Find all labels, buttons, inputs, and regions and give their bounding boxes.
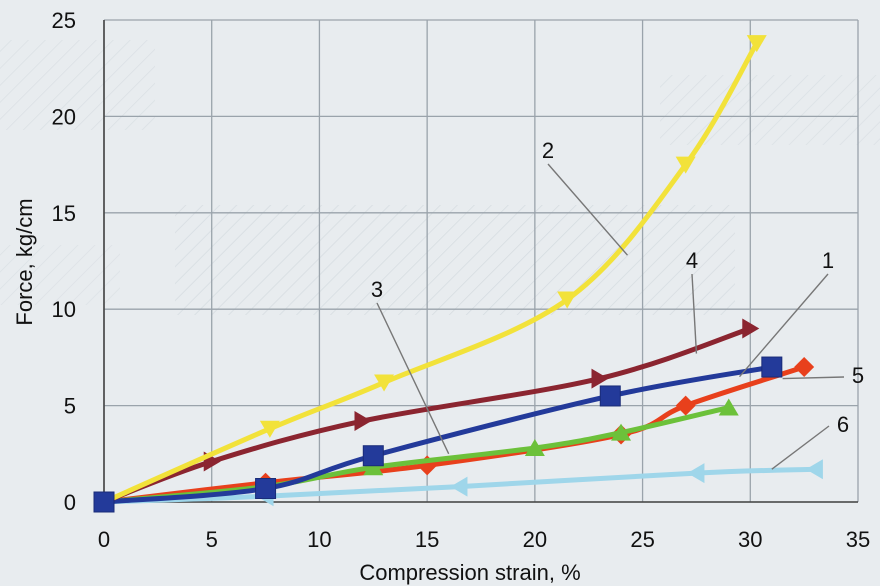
leader-line-2 xyxy=(547,163,629,256)
curve-label-text-5: 5 xyxy=(852,363,864,388)
data-point-5 xyxy=(718,398,739,416)
y-tick-label: 10 xyxy=(52,297,76,322)
series-4 xyxy=(101,318,760,505)
curve-label-1: 1 xyxy=(738,248,834,378)
origin-marker xyxy=(93,491,115,513)
leader-line-1 xyxy=(738,273,829,378)
x-tick-label: 30 xyxy=(738,527,762,552)
curve-label-text-6: 6 xyxy=(837,412,849,437)
data-point-2 xyxy=(374,374,395,392)
x-tick-label: 25 xyxy=(630,527,654,552)
x-tick-label: 5 xyxy=(206,527,218,552)
data-point-1 xyxy=(599,385,621,407)
series-layer xyxy=(93,35,823,513)
series-2 xyxy=(101,35,767,505)
series-1 xyxy=(101,356,783,505)
x-tick-label: 15 xyxy=(415,527,439,552)
x-tick-label: 10 xyxy=(307,527,331,552)
data-point-6 xyxy=(805,459,823,480)
curve-label-3: 3 xyxy=(371,277,450,455)
leader-line-4 xyxy=(691,273,698,354)
data-point-5 xyxy=(611,423,632,441)
faint-drawing xyxy=(175,205,735,315)
y-tick-label: 20 xyxy=(52,104,76,129)
data-point-2 xyxy=(675,156,696,174)
curve-label-6: 6 xyxy=(771,412,849,470)
y-axis-title: Force, kg/cm xyxy=(12,198,37,325)
x-axis-title: Compression strain, % xyxy=(359,560,580,585)
data-point-4 xyxy=(354,411,372,432)
y-tick-label: 5 xyxy=(64,394,76,419)
data-point-2 xyxy=(557,291,578,309)
curve-labels: 2 4 1 3 56 xyxy=(371,138,864,470)
data-point-1 xyxy=(761,356,783,378)
data-point-5 xyxy=(524,439,545,457)
data-point-2 xyxy=(259,420,280,438)
curve-label-text-4: 4 xyxy=(686,248,698,273)
curve-label-text-3: 3 xyxy=(371,277,383,302)
data-point-6 xyxy=(687,463,705,484)
series-line-4 xyxy=(101,325,753,505)
y-tick-label: 15 xyxy=(52,201,76,226)
series-line-1 xyxy=(101,364,775,505)
leader-line-3 xyxy=(376,302,450,455)
y-tick-label: 25 xyxy=(52,8,76,33)
curve-label-4: 4 xyxy=(686,248,698,354)
data-point-1 xyxy=(362,445,384,467)
data-point-4 xyxy=(742,318,760,339)
x-tick-label: 20 xyxy=(523,527,547,552)
data-point-2 xyxy=(746,35,767,53)
faint-drawing xyxy=(660,75,880,145)
leader-line-6 xyxy=(771,425,830,470)
leader-line-5 xyxy=(782,376,845,380)
data-point-3 xyxy=(675,395,696,416)
faint-drawing xyxy=(0,40,155,130)
y-tick-label: 0 xyxy=(64,490,76,515)
data-point-1 xyxy=(255,478,277,500)
curve-label-text-1: 1 xyxy=(822,248,834,273)
curve-label-text-2: 2 xyxy=(542,138,554,163)
data-point-4 xyxy=(591,368,609,389)
data-point-3 xyxy=(794,357,815,378)
data-point-6 xyxy=(450,476,468,497)
x-tick-label: 35 xyxy=(846,527,870,552)
curve-label-2: 2 xyxy=(542,138,629,256)
faint-drawing xyxy=(0,245,120,305)
x-tick-label: 0 xyxy=(98,527,110,552)
curve-label-5: 5 xyxy=(782,363,864,388)
data-point-5 xyxy=(363,458,384,476)
